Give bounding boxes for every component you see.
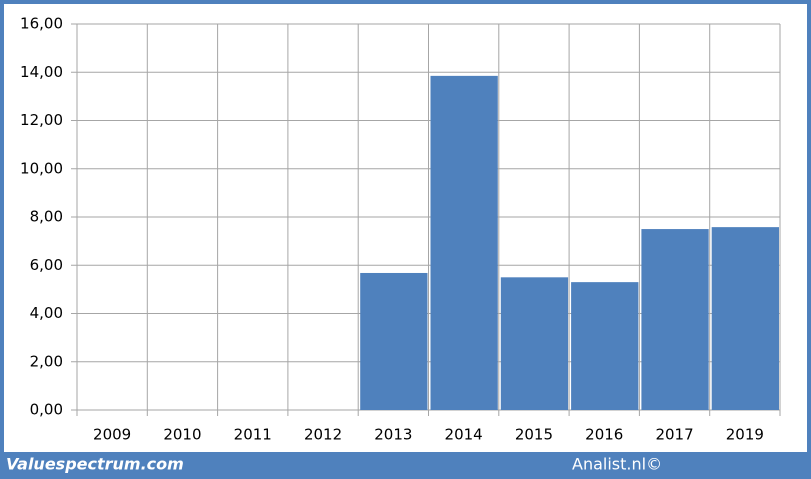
x-tick-label: 2014 <box>445 426 483 444</box>
x-tick-label: 2012 <box>304 426 342 444</box>
x-tick-label: 2019 <box>726 426 764 444</box>
y-tick-label: 10,00 <box>20 159 63 177</box>
y-tick-label: 8,00 <box>30 208 63 226</box>
x-tick-label: 2015 <box>515 426 553 444</box>
y-tick-label: 4,00 <box>30 304 63 322</box>
y-tick-label: 0,00 <box>30 401 63 419</box>
y-tick-label: 12,00 <box>20 111 63 129</box>
credit-right: Analist.nl© <box>572 455 662 474</box>
x-tick-label: 2013 <box>374 426 412 444</box>
y-tick-label: 16,00 <box>20 15 63 33</box>
x-tick-label: 2009 <box>93 426 131 444</box>
x-tick-label: 2011 <box>234 426 272 444</box>
credit-left: Valuespectrum.com <box>6 455 184 474</box>
x-tick-label: 2016 <box>585 426 623 444</box>
bar <box>430 75 498 411</box>
bar <box>500 277 569 410</box>
x-tick-label: 2010 <box>163 426 201 444</box>
y-tick-label: 14,00 <box>20 63 63 81</box>
bar <box>360 272 428 410</box>
y-tick-label: 6,00 <box>30 256 63 274</box>
x-tick-label: 2017 <box>655 426 693 444</box>
bar <box>711 227 779 410</box>
y-tick-label: 2,00 <box>30 352 63 370</box>
bar <box>641 229 709 410</box>
bar <box>571 282 639 410</box>
